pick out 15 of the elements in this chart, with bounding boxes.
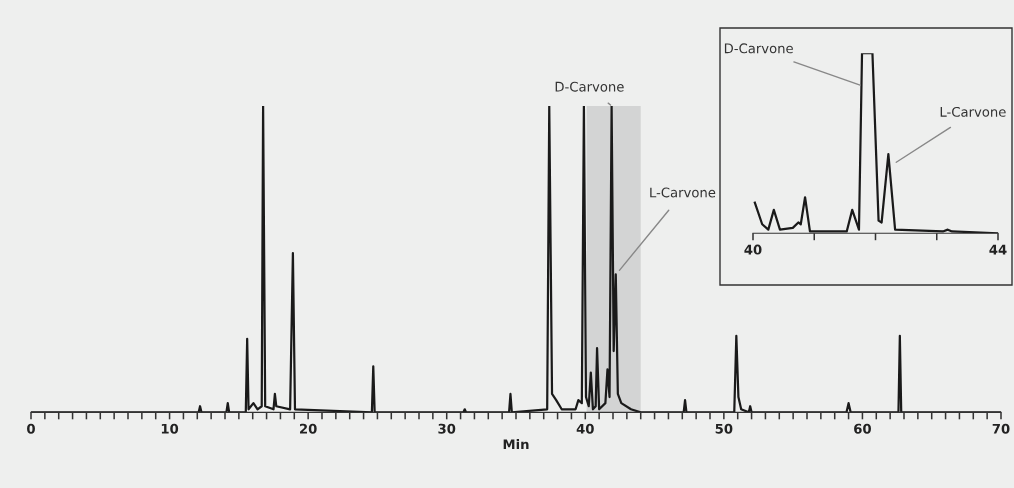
- x-tick-label: 10: [161, 423, 179, 434]
- x-tick-label: 70: [992, 423, 1010, 434]
- annotation: D-Carvone: [724, 43, 793, 54]
- x-tick-label: 20: [300, 423, 317, 434]
- x-tick-label: 60: [854, 423, 871, 434]
- annotation: L-Carvone: [940, 106, 1006, 117]
- x-tick-label: 40: [576, 423, 594, 434]
- x-tick-label: 44: [989, 244, 1007, 255]
- x-tick-label: 50: [715, 423, 733, 434]
- x-tick-label: 30: [438, 423, 456, 434]
- annotation: D-Carvone: [555, 81, 624, 92]
- x-tick-label: 40: [744, 244, 762, 255]
- x-tick-label: 0: [27, 423, 35, 434]
- x-axis-title: Min: [503, 439, 529, 450]
- annotation: L-Carvone: [650, 187, 716, 198]
